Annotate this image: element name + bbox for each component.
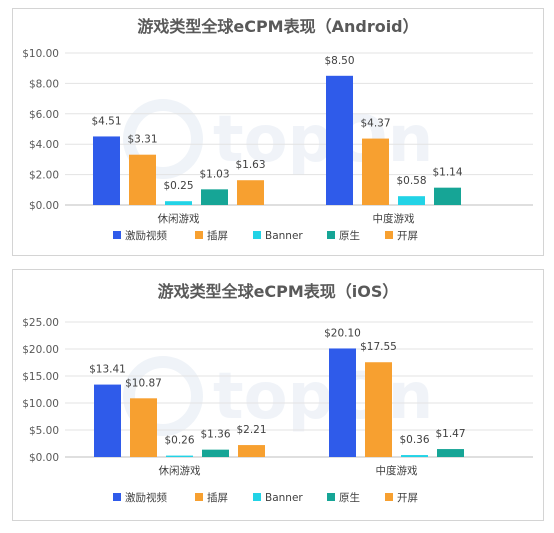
y-tick-label: $0.00 [29,200,59,212]
data-label: $2.21 [236,424,266,436]
data-label: $1.47 [435,428,465,440]
category-label: 中度游戏 [373,212,415,225]
legend-label: 开屏 [397,230,418,242]
legend-swatch [113,493,121,501]
chart-title: 游戏类型全球eCPM表现（iOS） [158,282,399,301]
y-tick-label: $2.00 [29,170,59,182]
legend-item-插屏: 插屏 [195,229,228,242]
legend-label: 插屏 [207,229,228,242]
legend-item-开屏: 开屏 [385,492,418,504]
category-label: 休闲游戏 [159,464,201,477]
legend-swatch [195,493,203,501]
data-label: $4.37 [360,118,390,130]
bar-Banner-中度游戏 [398,196,425,205]
data-label: $1.63 [235,159,265,171]
data-label: $20.10 [324,327,361,339]
y-tick-label: $10.00 [22,398,59,410]
bar-激励视频-休闲游戏 [94,384,121,457]
y-tick-label: $0.00 [29,452,59,464]
watermark-text: topOn [213,360,433,434]
legend-swatch [113,231,121,239]
data-label: $10.87 [125,377,162,389]
bar-Banner-中度游戏 [401,455,428,457]
android-ecpm-chart-panel: topOn 游戏类型全球eCPM表现（Android） $0.00 $2.00 $4.0… [12,8,544,256]
bar-激励视频-休闲游戏 [93,136,120,205]
data-label: $0.26 [164,435,194,447]
bar-Banner-休闲游戏 [165,201,192,205]
topon-watermark-logo: topOn [123,99,433,179]
y-tick-label: $4.00 [29,139,59,151]
legend-label: 原生 [339,229,360,242]
bar-原生-中度游戏 [434,187,461,205]
legend-label: 开屏 [397,492,418,504]
chart-title: 游戏类型全球eCPM表现（Android） [137,17,418,36]
data-label: $17.55 [360,341,397,353]
legend-label: Banner [265,230,303,242]
legend-label: 激励视频 [125,229,167,242]
bar-插屏-中度游戏 [365,362,392,457]
legend-swatch [385,493,393,501]
y-tick-label: $5.00 [29,425,59,437]
legend-item-Banner: Banner [253,230,303,242]
y-tick-label: $25.00 [22,317,59,329]
legend-item-激励视频: 激励视频 [113,491,167,504]
legend-item-原生: 原生 [327,491,360,504]
watermark-text: topOn [213,103,433,177]
ios-ecpm-chart-panel: topOn 游戏类型全球eCPM表现（iOS） $0.00 $5.00 $10.00 $1… [12,269,544,521]
data-label: $0.58 [396,175,426,187]
data-label: $1.03 [199,168,229,180]
legend-swatch [253,493,261,501]
legend: 激励视频 插屏 Banner 原生 开屏 [113,491,418,504]
legend-item-Banner: Banner [253,492,303,504]
y-tick-label: $10.00 [22,48,59,60]
legend: 激励视频 插屏 Banner 原生 开屏 [113,229,418,242]
data-label: $1.36 [200,429,230,441]
data-label: $1.14 [432,167,462,179]
android-ecpm-chart: topOn 游戏类型全球eCPM表现（Android） $0.00 $2.00 $4.0… [22,17,533,242]
legend-label: 原生 [339,491,360,504]
bar-原生-休闲游戏 [201,189,228,205]
category-label: 休闲游戏 [158,212,200,225]
legend-item-原生: 原生 [327,229,360,242]
bar-插屏-休闲游戏 [129,154,156,205]
legend-item-激励视频: 激励视频 [113,229,167,242]
legend-swatch [327,231,335,239]
topon-watermark-logo: topOn [123,356,433,436]
bar-原生-中度游戏 [437,449,464,457]
legend-swatch [253,231,261,239]
y-tick-label: $20.00 [22,344,59,356]
bar-Banner-休闲游戏 [166,455,193,457]
bar-激励视频-中度游戏 [326,75,353,205]
bar-原生-休闲游戏 [202,449,229,457]
y-tick-label: $15.00 [22,371,59,383]
data-label: $3.31 [127,134,157,146]
bar-插屏-休闲游戏 [130,398,157,457]
category-label: 中度游戏 [376,464,418,477]
bar-开屏-休闲游戏 [237,180,264,205]
legend-item-开屏: 开屏 [385,230,418,242]
legend-swatch [385,231,393,239]
ios-ecpm-chart: topOn 游戏类型全球eCPM表现（iOS） $0.00 $5.00 $10.00 $1… [22,282,533,504]
data-label: $13.41 [89,364,126,376]
data-label: $4.51 [91,115,121,127]
data-label: $8.50 [324,55,354,67]
legend-label: 激励视频 [125,491,167,504]
legend-label: Banner [265,492,303,504]
legend-item-插屏: 插屏 [195,491,228,504]
legend-swatch [195,231,203,239]
bar-插屏-中度游戏 [362,138,389,205]
y-tick-label: $8.00 [29,78,59,90]
data-label: $0.25 [163,180,193,192]
y-tick-label: $6.00 [29,109,59,121]
bar-激励视频-中度游戏 [329,348,356,457]
data-label: $0.36 [399,434,429,446]
bar-开屏-休闲游戏 [238,445,265,457]
legend-swatch [327,493,335,501]
legend-label: 插屏 [207,491,228,504]
